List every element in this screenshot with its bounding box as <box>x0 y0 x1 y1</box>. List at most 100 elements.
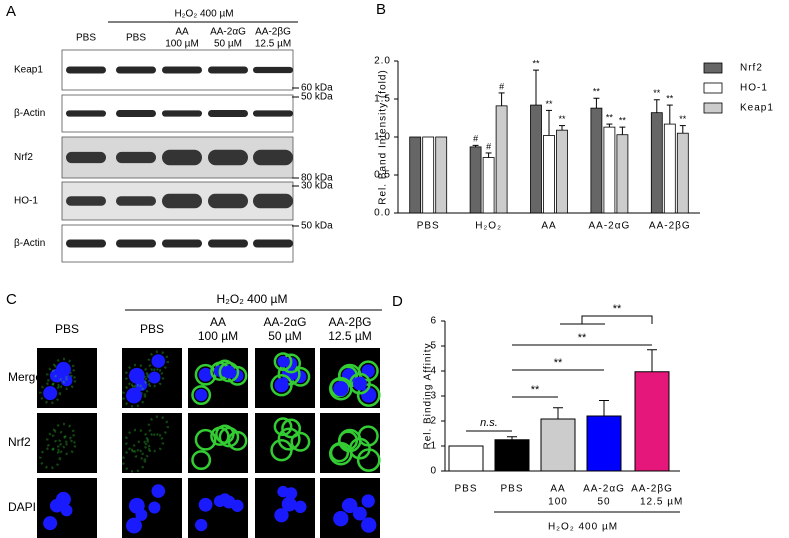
nucleus <box>352 376 367 391</box>
significance-label: ** <box>532 58 540 68</box>
y-tick-label: 0.0 <box>374 208 391 219</box>
cytoplasm <box>51 422 76 446</box>
blot-band <box>162 239 202 248</box>
nucleus <box>361 494 375 508</box>
cytoplasm <box>270 439 293 462</box>
nucleus <box>60 504 73 517</box>
bar <box>435 136 448 214</box>
y-tick-label: 1.5 <box>374 94 391 105</box>
significance-label: ** <box>531 384 540 396</box>
x-tick-label: AA-2βG <box>649 221 691 232</box>
dose-label: 50 <box>597 497 610 508</box>
nucleus <box>333 381 349 397</box>
nucleus <box>148 501 161 514</box>
cytoplasm <box>290 431 311 452</box>
kda-label: 50 kDa <box>301 92 333 103</box>
significance-label: ** <box>558 114 566 124</box>
y-tick-label: 3 <box>430 391 437 402</box>
micrograph <box>320 413 380 473</box>
treatment-label: H₂O₂ 400 µM <box>548 522 618 533</box>
significance-label: n.s. <box>480 417 498 429</box>
cytoplasm <box>218 361 240 383</box>
x-tick-label: AA <box>541 221 556 232</box>
nucleus <box>352 506 367 521</box>
significance-label: ** <box>619 115 627 125</box>
cytoplasm <box>194 428 217 451</box>
cytoplasm <box>121 448 147 473</box>
nucleus <box>151 354 166 368</box>
y-tick-label: 5 <box>430 341 437 352</box>
cytoplasm <box>144 432 165 453</box>
cytoplasm <box>270 374 293 397</box>
cytoplasm <box>147 415 170 437</box>
blot-band <box>116 196 156 206</box>
dose-label: 100 <box>548 497 568 508</box>
y-tick-label: 0 <box>430 466 437 477</box>
blot-band <box>162 193 202 209</box>
significance-label: ** <box>679 114 687 124</box>
blot-band <box>162 66 202 74</box>
blot-band <box>66 196 106 206</box>
cytoplasm <box>121 383 147 408</box>
cytoplasm <box>348 437 371 460</box>
blot-band <box>253 149 293 166</box>
x-tick-label: AA-2βG <box>631 484 673 495</box>
blot-band <box>162 149 202 166</box>
blot-band <box>208 239 248 248</box>
legend-label: Nrf2 <box>740 63 763 74</box>
blot-band <box>162 110 202 117</box>
panel-letter: D <box>392 293 403 310</box>
column-label: PBS <box>140 322 164 336</box>
panel-letter: A <box>6 3 16 20</box>
nucleus <box>294 500 307 513</box>
y-axis-label: Rel. Binding Affinity <box>423 343 434 450</box>
row-label: Merge <box>8 370 42 384</box>
row-label: β-Actin <box>14 238 45 249</box>
bar <box>543 135 555 214</box>
significance-label: ** <box>653 88 661 98</box>
blot-band <box>253 66 293 74</box>
legend-swatch <box>703 102 723 114</box>
blot-band <box>116 66 156 74</box>
cytoplasm <box>131 440 152 460</box>
row-label: HO-1 <box>14 196 38 207</box>
dose-label: 12.5 µM <box>640 497 683 508</box>
panel-letter: C <box>6 291 17 308</box>
nucleus <box>277 485 289 498</box>
y-tick-label: 2 <box>430 416 437 427</box>
nucleus <box>277 355 289 368</box>
nucleus <box>341 499 355 512</box>
x-tick-label: PBS <box>454 484 477 495</box>
nucleus <box>195 518 208 532</box>
column-label: 100 µM <box>165 39 199 50</box>
bar <box>448 445 484 472</box>
cytoplasm <box>191 385 212 406</box>
significance-label: ** <box>578 332 587 344</box>
cytoplasm <box>273 352 293 372</box>
cytoplasm <box>147 350 170 372</box>
row-label: β-Actin <box>14 108 45 119</box>
blot-band <box>66 151 106 164</box>
y-tick-label: 0.5 <box>374 170 391 181</box>
y-axis-label: Rel. Band Intensity (fold) <box>378 69 389 205</box>
column-label: PBS <box>126 33 146 44</box>
bar <box>676 132 689 214</box>
nucleus <box>222 365 236 379</box>
nucleus <box>274 508 289 523</box>
cytoplasm <box>124 363 149 388</box>
nucleus <box>281 496 297 512</box>
bar <box>590 107 603 214</box>
cytoplasm <box>218 426 240 448</box>
kda-label: 80 kDa <box>301 173 333 184</box>
legend-swatch <box>703 82 723 94</box>
y-tick-label: 4 <box>430 366 437 377</box>
row-label: Keap1 <box>14 65 43 76</box>
cytoplasm <box>210 426 230 446</box>
bar <box>409 136 422 214</box>
blot-band <box>208 66 248 74</box>
cytoplasm <box>39 447 62 470</box>
nucleus <box>128 367 145 384</box>
column-label: AA <box>175 27 189 38</box>
bar <box>634 371 670 472</box>
bar <box>603 126 616 214</box>
